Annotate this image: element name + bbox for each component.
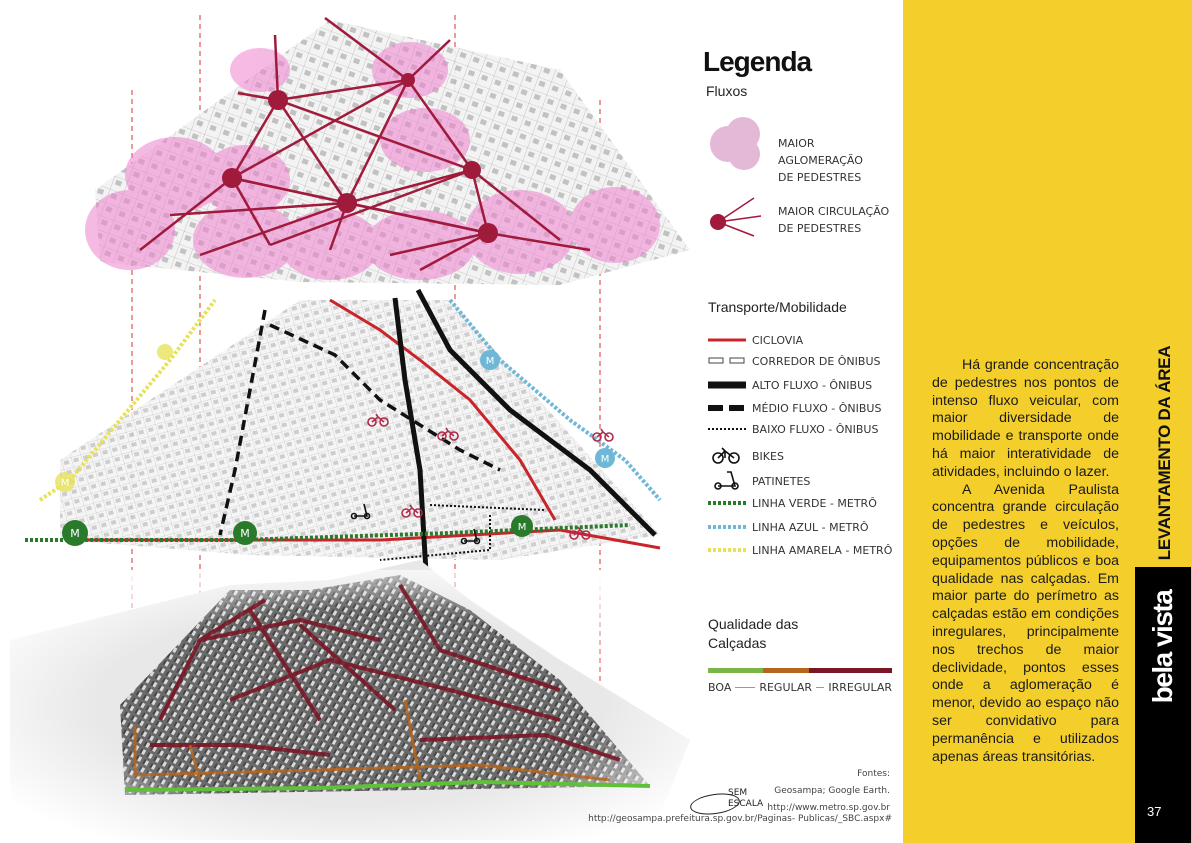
dotted-line-icon [708, 428, 746, 430]
transport-item-bikes: BIKES [708, 446, 898, 466]
scooter-markers [350, 503, 481, 545]
scale-line: ESCALA [728, 799, 764, 809]
transport-item-baixo-fluxo: BAIXO FLUXO - ÔNIBUS [708, 419, 898, 439]
panel-paragraph: A Avenida Paulista concentra grande circ… [932, 481, 1119, 765]
pink-circles-icon [710, 117, 760, 170]
bike-markers [367, 413, 614, 540]
brand-block: bela vista 37 [1135, 567, 1191, 843]
quality-irregular-segment [809, 668, 892, 673]
pedestrian-flow-layer [85, 16, 690, 285]
svg-text:M: M [518, 522, 527, 533]
quality-good-label: BOA [708, 681, 732, 694]
quality-title-line: Qualidade das [708, 616, 799, 632]
transport-item-patinetes: PATINETES [708, 471, 898, 491]
quality-divider [816, 687, 825, 688]
thick-line-icon [708, 381, 746, 389]
exploded-axonometric-map: M M M M M M [0, 15, 700, 843]
transport-item-medio-fluxo: MÉDIO FLUXO - ÔNIBUS [708, 398, 898, 418]
bike-icon [712, 447, 740, 464]
blue-metro-line-icon [708, 525, 746, 529]
svg-text:M: M [70, 527, 80, 540]
transport-label: LINHA VERDE - METRÔ [752, 496, 877, 510]
flux-item-circulacao: MAIOR CIRCULAÇÃO DE PEDESTRES [778, 203, 898, 237]
transport-item-linha-amarela: LINHA AMARELA - METRÔ [708, 540, 898, 560]
quality-good-segment [708, 668, 764, 673]
scale-note: SEM ESCALA [688, 786, 763, 822]
section-title-text: LEVANTAMENTO DA ÁREA [1155, 345, 1174, 560]
metro-pins: M M M M M M [55, 344, 615, 546]
transport-item-corredor: CORREDOR DE ÔNIBUS [708, 351, 898, 371]
quality-divider [735, 687, 756, 688]
flux-item-aglomeracao: MAIOR AGLOMERAÇÃO DE PEDESTRES [778, 135, 898, 186]
brand-title: bela vista [1147, 590, 1178, 704]
sources-block: Fontes: Geosampa; Google Earth. http://w… [767, 766, 890, 817]
green-metro-line-icon [708, 501, 746, 505]
yellow-metro-line-icon [708, 548, 746, 552]
source-url: http://geosampa.prefeitura.sp.gov.br/Pag… [588, 814, 892, 824]
flux-title: Fluxos [706, 83, 748, 99]
transport-label: ALTO FLUXO - ÔNIBUS [752, 378, 873, 392]
scale-line: SEM [728, 788, 748, 798]
source-item: http://www.metro.sp.gov.br [767, 803, 890, 813]
svg-text:M: M [486, 356, 495, 367]
flux-item-label: DE PEDESTRES [778, 222, 862, 235]
flux-item-label: MAIOR CIRCULAÇÃO [778, 205, 890, 218]
scooter-icon [714, 471, 739, 490]
side-panel: Há grande concentração de pedestres nos … [903, 0, 1192, 843]
transport-label: LINHA AZUL - METRÔ [752, 520, 869, 534]
node-lines-icon [710, 197, 762, 237]
svg-text:M: M [240, 527, 250, 540]
transport-label: CICLOVIA [752, 333, 804, 347]
red-line-icon [708, 338, 746, 342]
transport-label: CORREDOR DE ÔNIBUS [752, 354, 881, 368]
svg-text:M: M [601, 454, 610, 465]
legend-title: Legenda [703, 46, 812, 77]
thick-dash-icon [708, 405, 746, 411]
quality-irregular-label: IRREGULAR [828, 681, 892, 694]
transport-title: Transporte/Mobilidade [708, 299, 847, 315]
sources-title: Fontes: [857, 769, 890, 779]
sidewalk-quality-layer [0, 560, 700, 843]
source-item: Geosampa; Google Earth. [774, 786, 890, 796]
transport-label: LINHA AMARELA - METRÔ [752, 543, 893, 557]
page-number: 37 [1147, 804, 1162, 819]
transport-label: BIKES [752, 449, 784, 463]
quality-title: Qualidade das Calçadas [708, 615, 798, 653]
flux-item-label: MAIOR AGLOMERAÇÃO [778, 137, 863, 167]
transport-item-alto-fluxo: ALTO FLUXO - ÔNIBUS [708, 375, 898, 395]
transport-item-linha-azul: LINHA AZUL - METRÔ [708, 517, 898, 537]
open-dash-icon [708, 357, 745, 364]
quality-labels: BOA REGULAR IRREGULAR [708, 679, 892, 696]
transport-item-ciclovia: CICLOVIA [708, 330, 898, 350]
transport-label: PATINETES [752, 474, 811, 488]
transport-label: MÉDIO FLUXO - ÔNIBUS [752, 401, 882, 415]
transport-label: BAIXO FLUXO - ÔNIBUS [752, 422, 879, 436]
flux-item-label: DE PEDESTRES [778, 171, 862, 184]
quality-title-line: Calçadas [708, 635, 767, 651]
section-title: LEVANTAMENTO DA ÁREA [1151, 345, 1179, 560]
transport-layer: M M M M M M [25, 288, 662, 573]
transport-item-linha-verde: LINHA VERDE - METRÔ [708, 493, 898, 513]
panel-description: Há grande concentração de pedestres nos … [932, 357, 1119, 766]
panel-paragraph: Há grande concentração de pedestres nos … [932, 357, 1119, 480]
scale-text: SEM ESCALA [728, 788, 763, 810]
svg-text:M: M [61, 478, 70, 489]
quality-gradient-bar [708, 668, 892, 673]
quality-regular-label: REGULAR [759, 681, 813, 694]
layered-map-illustration: M M M M M M [0, 15, 700, 843]
quality-regular-segment [763, 668, 810, 673]
legend-panel: Legenda Fluxos MAIOR AGLOMERAÇÃO DE PEDE… [688, 0, 900, 843]
